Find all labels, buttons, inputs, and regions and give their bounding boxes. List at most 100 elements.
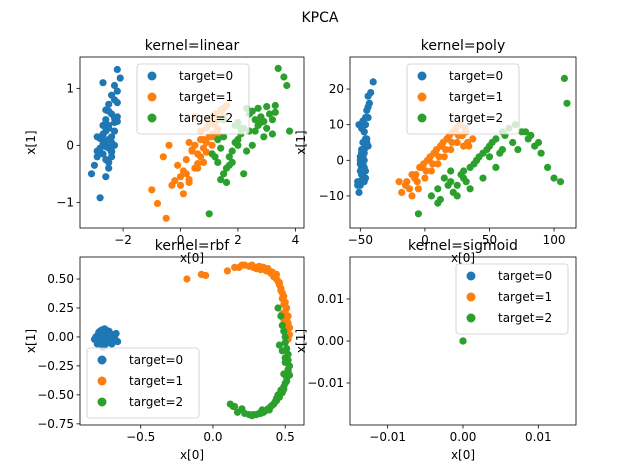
xtick-label-poly-1: 0: [421, 233, 429, 247]
legend-marker-linear-1: [147, 92, 157, 102]
point-poly-s2-42: [460, 167, 468, 175]
ytick-label-sigmoid-2: 0.01: [317, 292, 344, 306]
legend-label-linear-2: target=2: [179, 111, 233, 125]
point-linear-s2-30: [234, 141, 242, 149]
point-rbf-s0-47: [101, 325, 109, 333]
point-linear-s0-30: [110, 118, 119, 127]
point-rbf-s2-5: [281, 339, 289, 347]
point-poly-s2-23: [563, 99, 571, 107]
point-linear-s0-45: [113, 99, 121, 107]
point-linear-s2-23: [260, 133, 268, 141]
point-linear-s1-31: [176, 181, 185, 189]
legend-marker-sigmoid-2: [466, 313, 476, 323]
axes-frame-linear: [79, 56, 305, 229]
point-linear-s0-24: [87, 170, 96, 178]
title-poly: kernel=poly: [421, 38, 505, 54]
point-poly-s2-18: [537, 149, 545, 157]
ytick-label-poly-1: 0: [336, 153, 344, 167]
legend-linear: target=0 target=1 target=2: [136, 63, 250, 135]
legend-frame-sigmoid: [455, 263, 569, 335]
point-rbf-s2-47: [258, 406, 266, 414]
point-linear-s1-5: [179, 190, 187, 198]
point-linear-s2-26: [208, 150, 216, 158]
ytick-label-linear-0: −1: [56, 195, 74, 209]
point-linear-s2-27: [217, 176, 225, 184]
ytick-label-rbf-2: −0.25: [37, 359, 74, 373]
point-linear-s1-0: [148, 186, 156, 194]
title-sigmoid: kernel=sigmoid: [408, 238, 518, 254]
point-linear-s2-42: [214, 136, 222, 144]
legend-label-sigmoid-2: target=2: [498, 311, 552, 325]
point-rbf-s1-49: [272, 270, 281, 278]
point-linear-s2-4: [228, 147, 236, 155]
point-poly-s1-1: [408, 192, 416, 200]
point-linear-s0-29: [108, 133, 116, 141]
point-poly-s0-32: [363, 135, 371, 143]
point-rbf-s2-30: [275, 341, 283, 349]
legend-marker-sigmoid-1: [466, 292, 476, 302]
point-linear-s0-27: [105, 124, 113, 132]
legend-marker-poly-1: [417, 92, 427, 102]
point-poly-s2-4: [447, 167, 455, 175]
legend-marker-rbf-2: [97, 397, 107, 407]
point-rbf-s1-42: [277, 287, 285, 295]
point-linear-s2-46: [260, 117, 268, 125]
point-linear-s2-35: [263, 124, 271, 132]
point-linear-s2-25: [271, 101, 279, 110]
point-rbf-s2-4: [281, 333, 289, 341]
point-poly-s1-44: [432, 146, 441, 154]
point-poly-s2-19: [544, 163, 552, 171]
point-poly-s2-46: [479, 174, 487, 182]
legend-label-rbf-0: target=0: [129, 353, 183, 367]
point-linear-s1-14: [176, 173, 185, 181]
point-linear-s0-21: [99, 150, 107, 158]
ytick-label-poly-0: −10: [319, 189, 344, 203]
point-rbf-s0-14: [112, 329, 120, 338]
point-poly-s1-21: [405, 185, 413, 193]
point-linear-s1-4: [174, 161, 182, 169]
legend-marker-linear-2: [147, 113, 157, 123]
point-rbf-s2-1: [277, 312, 285, 320]
point-poly-s2-47: [492, 163, 500, 171]
point-linear-s0-38: [105, 158, 113, 166]
point-linear-s2-24: [265, 110, 274, 118]
point-linear-s1-1: [153, 199, 162, 208]
point-poly-s1-41: [412, 171, 420, 179]
xlabel-linear: x[0]: [180, 251, 204, 265]
point-poly-s2-20: [550, 174, 558, 182]
point-rbf-s1-36: [252, 265, 260, 273]
title-linear: kernel=linear: [145, 38, 240, 54]
point-poly-s1-22: [413, 178, 421, 186]
point-linear-s2-49: [254, 104, 262, 112]
points-poly: [354, 74, 571, 218]
xtick-label-rbf-2: 0.5: [276, 430, 295, 444]
point-linear-s1-41: [197, 136, 205, 144]
point-linear-s0-25: [102, 173, 110, 181]
point-linear-s0-42: [99, 140, 107, 148]
point-poly-s1-42: [420, 160, 428, 168]
point-linear-s1-15: [182, 156, 190, 164]
legend-label-sigmoid-1: target=1: [498, 290, 552, 304]
ylabel-sigmoid: x[1]: [294, 329, 308, 353]
subplot-linear: −2 0 2 4−101x[0]x[1]kernel=lineartarget=0ta…: [24, 38, 305, 265]
point-linear-s0-2: [110, 81, 119, 90]
point-linear-s0-22: [93, 153, 101, 161]
point-rbf-s2-44: [281, 354, 289, 362]
point-linear-s0-34: [99, 121, 107, 129]
point-rbf-s2-3: [280, 327, 288, 335]
point-rbf-s2-31: [278, 347, 286, 355]
ylabel-linear: x[1]: [24, 130, 38, 154]
legend-marker-sigmoid-0: [466, 271, 476, 281]
point-poly-s1-26: [442, 146, 450, 154]
point-linear-s0-33: [105, 107, 113, 115]
point-poly-s1-40: [403, 178, 411, 186]
point-poly-s2-40: [434, 199, 442, 207]
legend-marker-linear-0: [147, 71, 157, 81]
point-poly-s2-36: [514, 146, 522, 154]
legend-label-linear-1: target=1: [179, 90, 233, 104]
point-rbf-s1-48: [235, 263, 243, 271]
point-rbf-s1-46: [280, 300, 288, 309]
point-poly-s1-7: [447, 146, 455, 154]
point-rbf-s2-46: [272, 394, 281, 402]
